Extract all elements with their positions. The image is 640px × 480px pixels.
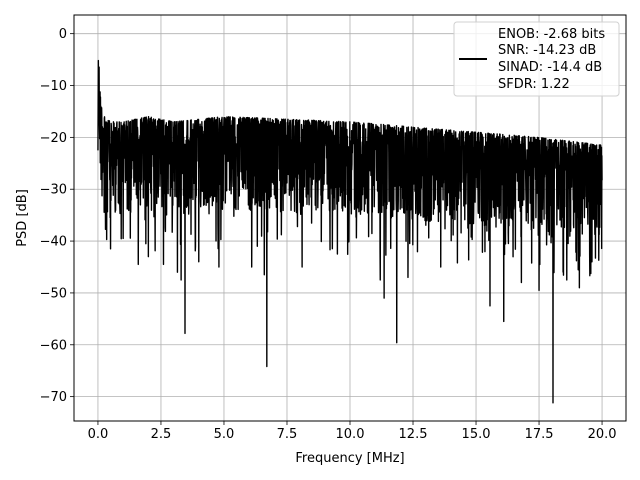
- x-tick-label: 7.5: [277, 427, 298, 442]
- legend-entry-sfdr: SFDR: 1.22: [498, 77, 570, 92]
- x-tick-label: 15.0: [462, 427, 491, 442]
- psd-series: [97, 59, 603, 404]
- y-axis-label: PSD [dB]: [15, 189, 30, 247]
- x-axis-ticks: 0.0 2.5 5.0 7.5 10.0 12.5 15.0 17.5 20.0: [88, 421, 617, 442]
- y-tick-label: 0: [59, 27, 67, 42]
- y-tick-label: −60: [40, 338, 67, 353]
- y-tick-label: −20: [40, 131, 67, 146]
- x-tick-label: 20.0: [588, 427, 617, 442]
- x-tick-label: 0.0: [88, 427, 109, 442]
- y-tick-label: −40: [40, 235, 67, 250]
- legend-entry-enob: ENOB: -2.68 bits: [498, 27, 605, 42]
- x-tick-label: 2.5: [151, 427, 172, 442]
- x-tick-label: 10.0: [336, 427, 365, 442]
- legend: ENOB: -2.68 bits SNR: -14.23 dB SINAD: -…: [453, 21, 620, 97]
- y-axis-ticks: 0 −10 −20 −30 −40 −50 −60 −70: [40, 27, 74, 405]
- y-tick-label: −50: [40, 286, 67, 301]
- x-tick-label: 17.5: [525, 427, 554, 442]
- x-axis-label: Frequency [MHz]: [295, 451, 404, 466]
- legend-entry-snr: SNR: -14.23 dB: [498, 43, 596, 58]
- x-tick-label: 5.0: [214, 427, 235, 442]
- y-tick-label: −70: [40, 390, 67, 405]
- legend-entry-sinad: SINAD: -14.4 dB: [498, 60, 602, 75]
- psd-line: [97, 59, 603, 404]
- y-tick-label: −30: [40, 183, 67, 198]
- x-tick-label: 12.5: [399, 427, 428, 442]
- y-tick-label: −10: [40, 79, 67, 94]
- legend-box: [453, 21, 620, 97]
